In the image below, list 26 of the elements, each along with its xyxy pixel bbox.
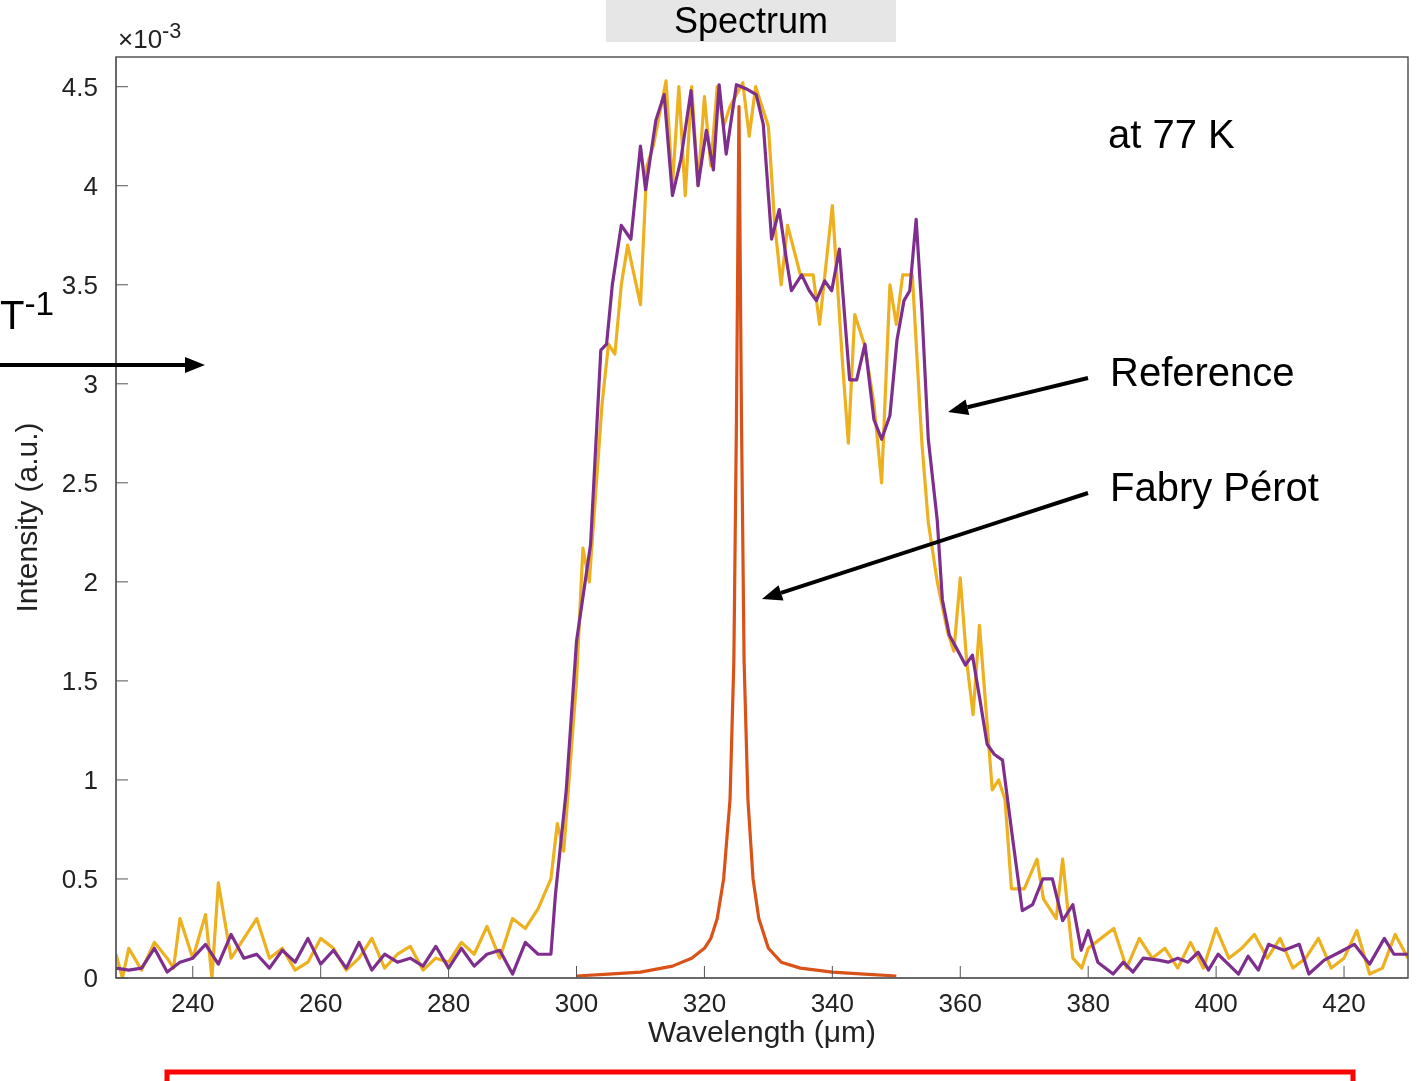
y-tick-label: 0.5 [61,864,98,895]
y-tick-label: 4 [83,170,98,201]
y-tick-label: 0 [83,963,98,994]
y-tick-label: 3.5 [61,270,98,300]
y-tick-label: 2.5 [61,468,98,499]
y-tick-label: 1.5 [61,666,98,697]
x-tick-label: 380 [1066,988,1110,1019]
annotation: Fabry Pérot [1110,465,1319,509]
line-series [574,104,898,978]
text: T$^{-1}$ [0,285,55,339]
x-tick-label: 240 [171,988,215,1019]
y-tick-label: 4.5 [61,71,98,102]
annotation: at 77 K [1108,112,1235,157]
x-tick-label: 280 [426,988,471,1019]
x-tick-label: 260 [298,988,343,1019]
annotation: Reference [1110,350,1295,394]
x-tick-label: 300 [554,988,599,1019]
x-tick-label: 400 [1194,988,1238,1019]
y-axis-title: Intensity (a.u.) [9,422,43,613]
x-tick-label: 420 [1322,988,1366,1019]
x-tick-label: 360 [938,988,982,1019]
y-tick-label: 1 [83,765,98,796]
y-tick-label: 2 [83,567,98,598]
y-tick-label: 3 [83,369,98,400]
chart-title: Spectrum [606,0,896,42]
text: ×10$^{-3}$ [118,18,182,55]
